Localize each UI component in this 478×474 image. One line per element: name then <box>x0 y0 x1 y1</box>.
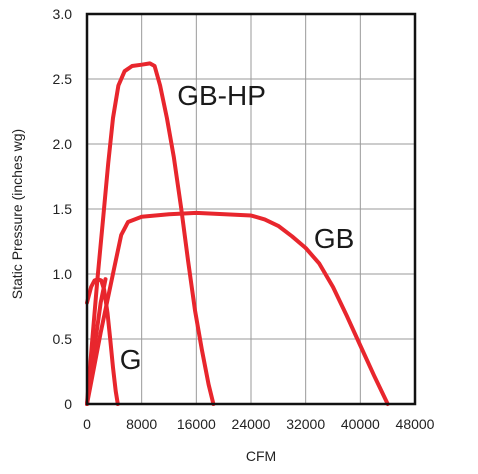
plot-frame <box>85 12 417 406</box>
series-line-gb <box>85 210 390 406</box>
series-label-gb: GB <box>314 223 354 254</box>
y-tick-label: 0.5 <box>53 331 73 347</box>
series-label-g: G <box>120 344 142 375</box>
series-line-gb-hp <box>85 61 216 406</box>
y-tick-label: 0 <box>64 396 72 412</box>
y-tick-label: 3.0 <box>53 6 73 22</box>
y-tick-label: 2.0 <box>53 136 73 152</box>
x-tick-label: 0 <box>83 416 91 432</box>
y-axis-title: Static Pressure (inches wg) <box>9 129 25 299</box>
x-tick-labels: 0 8000 16000 24000 32000 40000 48000 <box>83 416 435 432</box>
series-labels: GB-HP GB G <box>120 80 355 375</box>
y-tick-label: 1.0 <box>53 266 73 282</box>
series-line-connector <box>85 277 108 406</box>
x-axis-title: CFM <box>246 448 276 464</box>
x-tick-label: 16000 <box>177 416 216 432</box>
x-tick-label: 40000 <box>341 416 380 432</box>
x-tick-label: 24000 <box>232 416 271 432</box>
series-label-gb-hp: GB-HP <box>177 80 266 111</box>
x-tick-label: 48000 <box>396 416 435 432</box>
x-tick-label: 32000 <box>286 416 325 432</box>
y-tick-label: 2.5 <box>53 71 73 87</box>
grid <box>87 14 415 404</box>
series-lines <box>85 61 390 406</box>
y-tick-label: 1.5 <box>53 201 73 217</box>
y-tick-labels: 0 0.5 1.0 1.5 2.0 2.5 3.0 <box>53 6 73 412</box>
x-tick-label: 8000 <box>126 416 157 432</box>
